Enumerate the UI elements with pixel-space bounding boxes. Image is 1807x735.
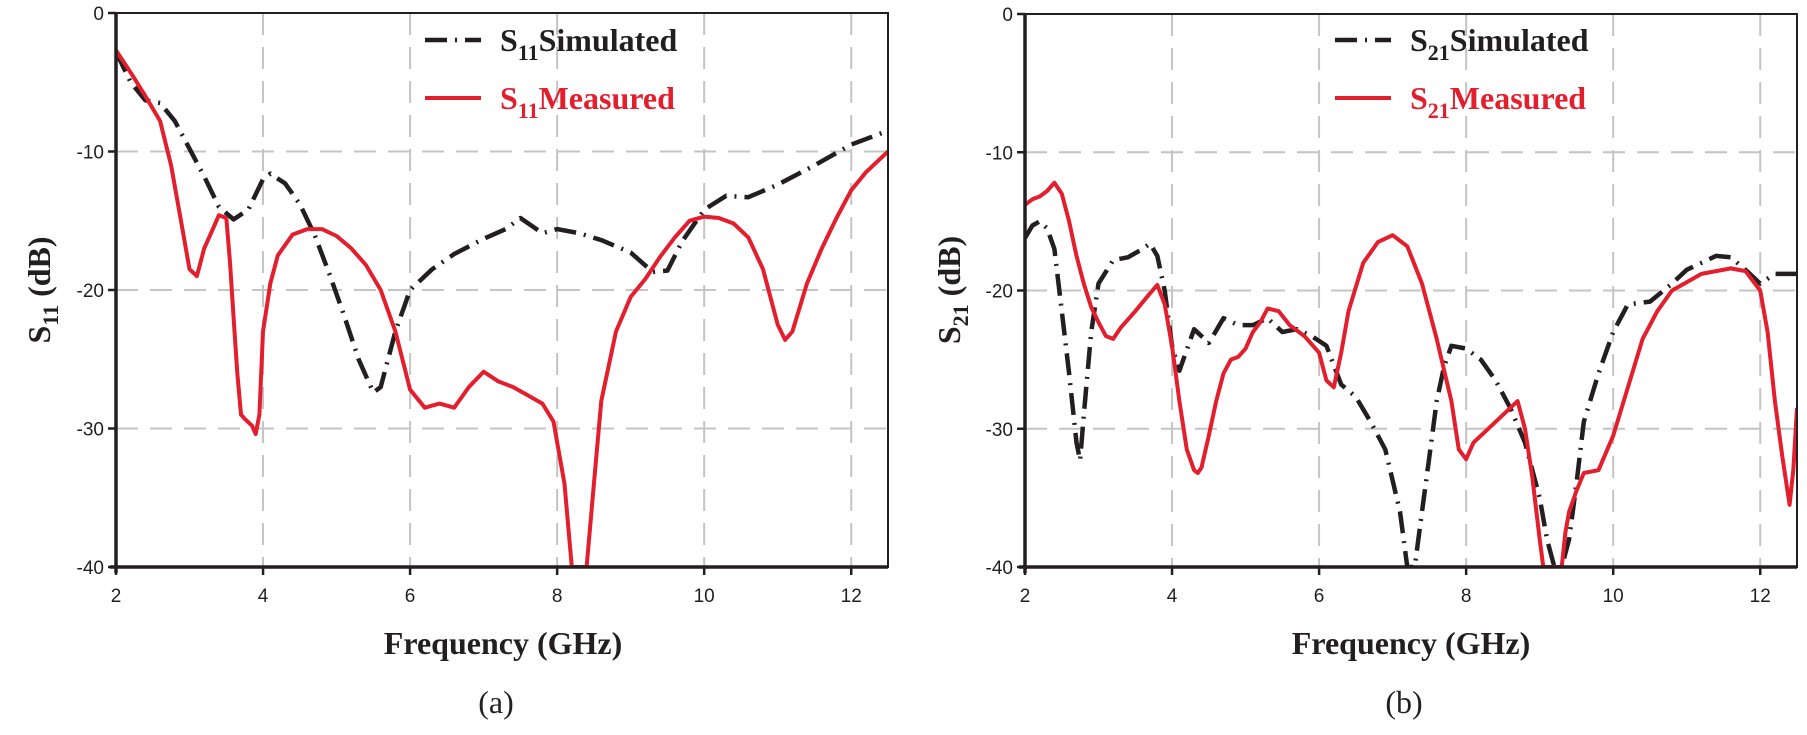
- legend-label-sub: 21: [1428, 40, 1450, 65]
- x-tick-label: 4: [1167, 586, 1178, 607]
- legend-label-main: S: [500, 80, 518, 116]
- series-line-s11-measured: [116, 49, 888, 567]
- legend-label-main: S: [1410, 80, 1428, 116]
- x-tick-label: 2: [1020, 586, 1031, 607]
- grid: [1025, 14, 1797, 567]
- chart-panel-a: 2 4 6 8 10 120-10-20-30-40 S11SimulatedS11Mea…: [21, 4, 889, 720]
- x-tick-label: 10: [694, 586, 715, 607]
- y-tick-label: 0: [1002, 5, 1013, 26]
- y-tick-label: -20: [986, 282, 1013, 303]
- y-axis-title-main: S: [21, 326, 57, 344]
- axes: [108, 11, 889, 575]
- x-tick-label: 8: [1461, 586, 1472, 607]
- y-tick-label: -30: [77, 420, 104, 441]
- panel-label-a: (a): [478, 684, 514, 720]
- y-tick-label: -30: [986, 420, 1013, 441]
- axes: [1017, 12, 1798, 575]
- y-axis-title-sub: 11: [38, 305, 63, 326]
- legend-label: S21Simulated: [1410, 22, 1589, 65]
- legend-label-main: S: [1410, 22, 1428, 58]
- x-tick-label: 10: [1603, 586, 1624, 607]
- y-tick-label: -40: [77, 558, 104, 579]
- y-tick-label: -10: [986, 143, 1013, 164]
- x-axis-title: Frequency (GHz): [1292, 625, 1530, 661]
- legend-label-rest: Measured: [1450, 80, 1586, 116]
- x-tick-label: 2: [111, 586, 122, 607]
- tick-labels: 2 4 6 8 10 12 0 -10 -20 -30 -40: [986, 5, 1771, 607]
- legend-label: S21Measured: [1410, 80, 1586, 123]
- x-tick-label: 12: [841, 586, 862, 607]
- y-axis-title-sub: 21: [948, 304, 973, 326]
- legend-label: S11Measured: [500, 80, 675, 123]
- series-line-s21-measured: [1025, 180, 1797, 567]
- legend-label-sub: 11: [518, 98, 539, 123]
- panel-label-b: (b): [1385, 684, 1422, 720]
- y-tick-label: -20: [77, 281, 104, 302]
- legend-label-rest: Simulated: [1450, 22, 1589, 58]
- legend-label: S11Simulated: [500, 22, 677, 65]
- chart-panel-b: 2 4 6 8 10 120-10-20-30-40 S21SimulatedS21Mea…: [931, 5, 1798, 720]
- legend-label-rest: Simulated: [539, 22, 678, 58]
- series-layer: [116, 49, 888, 567]
- x-tick-label: 12: [1750, 586, 1771, 607]
- series-layer: [1025, 180, 1797, 567]
- x-axis-title: Frequency (GHz): [384, 625, 622, 661]
- x-tick-label: 6: [1314, 586, 1325, 607]
- series-line-s11-simulated: [116, 50, 888, 395]
- x-tick-label: 8: [552, 586, 563, 607]
- tick-labels: 2 4 6 8 10 12 0 -10 -20 -30 -40: [77, 4, 862, 607]
- y-axis-title-unit: (dB): [21, 236, 57, 304]
- legend-label-rest: Measured: [539, 80, 675, 116]
- grid: [116, 13, 888, 567]
- legend-label-main: S: [500, 22, 518, 58]
- x-tick-label: 4: [258, 586, 269, 607]
- y-axis-title: S21 (dB): [931, 236, 973, 344]
- series-line-s21-simulated: [1025, 219, 1797, 567]
- y-tick-label: 0: [93, 4, 104, 25]
- y-tick-label: -10: [77, 143, 104, 164]
- legend-label-sub: 21: [1428, 98, 1450, 123]
- y-axis-title-main: S: [931, 326, 967, 344]
- x-tick-label: 6: [405, 586, 416, 607]
- y-axis-title-unit: (dB): [931, 236, 967, 304]
- legend-label-sub: 11: [518, 40, 539, 65]
- y-tick-label: -40: [986, 558, 1013, 579]
- y-axis-title: S11 (dB): [21, 236, 63, 343]
